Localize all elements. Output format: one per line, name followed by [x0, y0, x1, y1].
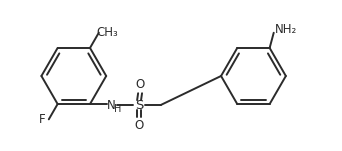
Text: CH₃: CH₃	[97, 26, 119, 39]
Text: F: F	[39, 113, 45, 126]
Text: S: S	[135, 98, 143, 112]
Text: H: H	[114, 104, 121, 114]
Text: O: O	[135, 78, 145, 91]
Text: N: N	[107, 98, 116, 112]
Text: NH₂: NH₂	[275, 23, 298, 36]
Text: O: O	[134, 119, 144, 132]
